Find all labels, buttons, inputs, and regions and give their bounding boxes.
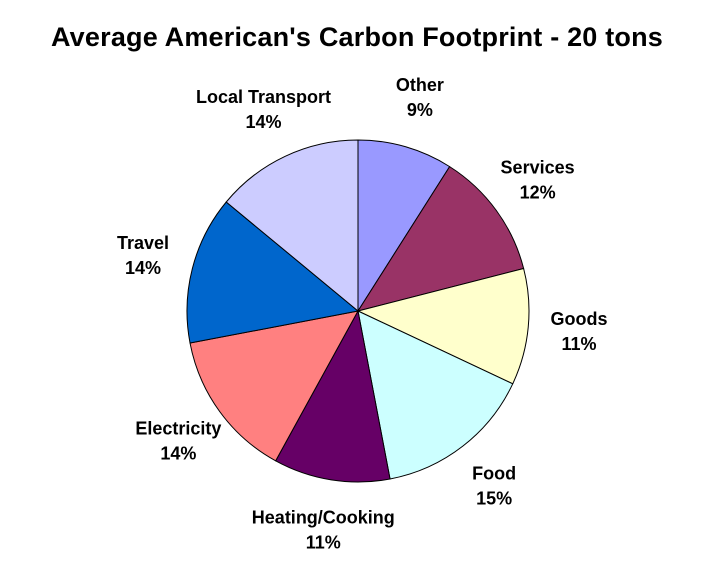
- pie-slice-travel[interactable]: [186, 201, 359, 344]
- pie-label-food: Food 15%: [472, 463, 516, 508]
- pie-labels: Other 9% Services 12% Goods 11% Food 15% Heating…: [117, 75, 608, 552]
- pie-slice-other[interactable]: [357, 139, 451, 312]
- pie-label-other: Other 9%: [396, 75, 444, 120]
- pie-slice-electricity[interactable]: [189, 310, 359, 462]
- slice-name: Travel: [117, 233, 169, 253]
- pie-slice-goods[interactable]: [357, 267, 530, 385]
- slice-percent: 9%: [407, 100, 433, 120]
- pie-slice-food[interactable]: [357, 310, 514, 480]
- pie-label-services: Services 12%: [501, 158, 575, 203]
- slice-percent: 14%: [160, 444, 196, 464]
- slice-name: Other: [396, 75, 444, 95]
- slice-name: Food: [472, 463, 516, 483]
- slice-name: Local Transport: [196, 87, 331, 107]
- slice-name: Services: [501, 158, 575, 178]
- slice-percent: 11%: [306, 532, 341, 552]
- pie-label-travel: Travel 14%: [117, 233, 169, 278]
- slice-name: Goods: [551, 309, 608, 329]
- pie-label-local-transport: Local Transport 14%: [196, 87, 331, 132]
- slice-percent: 11%: [561, 334, 596, 354]
- pie-label-heating-cooking: Heating/Cooking 11%: [252, 507, 395, 552]
- slice-percent: 12%: [520, 183, 556, 203]
- pie-label-electricity: Electricity 14%: [135, 419, 221, 464]
- slice-percent: 14%: [245, 112, 281, 132]
- slice-name: Electricity: [135, 419, 221, 439]
- slice-name: Heating/Cooking: [252, 507, 395, 527]
- pie-slice-local-transport[interactable]: [225, 139, 359, 312]
- pie-slice-heating-cooking[interactable]: [275, 310, 391, 483]
- slice-percent: 14%: [125, 258, 161, 278]
- slice-percent: 15%: [476, 488, 512, 508]
- pie-slice-services[interactable]: [357, 166, 525, 312]
- pie-label-goods: Goods 11%: [551, 309, 608, 354]
- pie-slices: [186, 139, 530, 483]
- chart-title: Average American's Carbon Footprint - 20…: [50, 22, 664, 52]
